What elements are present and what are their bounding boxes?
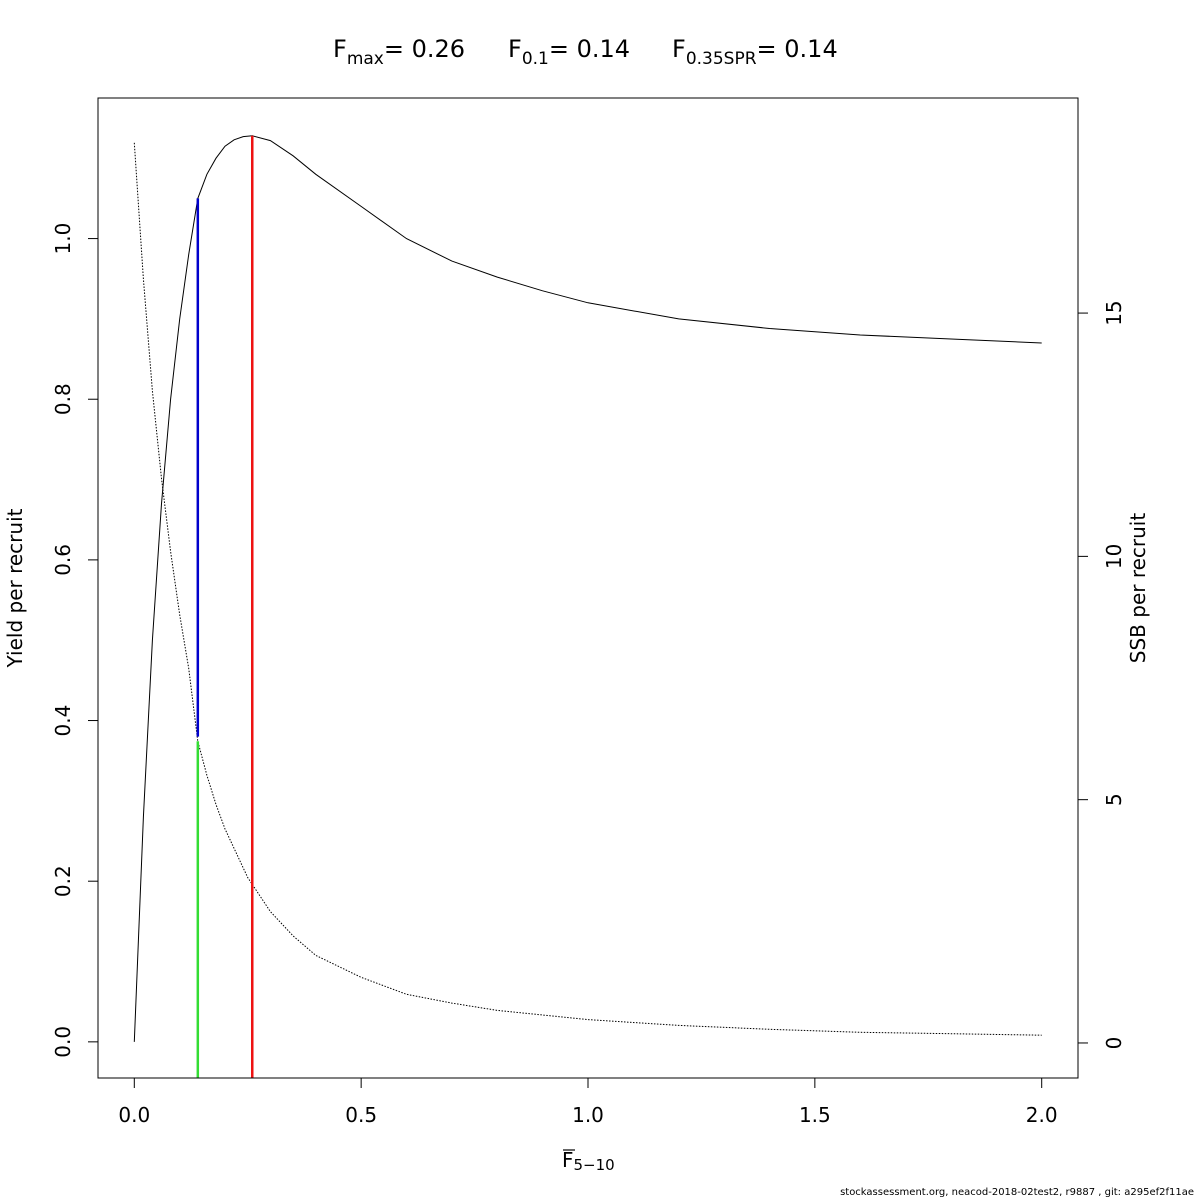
y2-axis-title: SSB per recruit xyxy=(1126,513,1150,664)
series-layer xyxy=(133,135,1042,1042)
x-axis-title-main: F xyxy=(562,1148,574,1172)
y-tick-label: 0.0 xyxy=(51,1026,75,1058)
x-tick-label: 1.5 xyxy=(799,1103,831,1127)
x-tick-label: 2.0 xyxy=(1026,1103,1058,1127)
y2-tick-label: 0 xyxy=(1102,1037,1126,1050)
y2-tick-label: 5 xyxy=(1102,793,1126,806)
ssb-per-recruit-line xyxy=(133,142,1042,1036)
y-tick-label: 0.8 xyxy=(51,383,75,415)
title-fmax: Fmax= 0.26 xyxy=(333,35,465,69)
y-tick-label: 0.4 xyxy=(51,705,75,737)
plot-frame xyxy=(97,97,1079,1079)
footer-credit: stockassessment.org, neacod-2018-02test2… xyxy=(840,1187,1194,1198)
x-axis-title-sub: 5−10 xyxy=(574,1156,615,1174)
title-fspr: F0.35SPR= 0.14 xyxy=(672,35,838,69)
y-axis-left: 0.0 0.2 0.4 0.6 0.8 1.0 xyxy=(51,223,99,1058)
y-tick-label: 0.2 xyxy=(51,865,75,897)
reference-lines xyxy=(196,135,254,1078)
y-axis-right: 0 5 10 15 xyxy=(1077,300,1126,1050)
chart-title: Fmax= 0.26 F0.1= 0.14 F0.35SPR= 0.14 xyxy=(333,35,838,69)
y-tick-label: 1.0 xyxy=(51,223,75,255)
svg-text:F5−10: F5−10 xyxy=(562,1148,615,1174)
yield-per-recruit-line xyxy=(133,135,1042,1042)
title-f01: F0.1= 0.14 xyxy=(508,35,630,69)
x-tick-label: 0.0 xyxy=(118,1103,150,1127)
x-tick-label: 0.5 xyxy=(345,1103,377,1127)
x-tick-label: 1.0 xyxy=(572,1103,604,1127)
y2-tick-label: 15 xyxy=(1102,300,1126,325)
x-axis-title: F5−10 xyxy=(562,1148,615,1174)
y-axis-title: Yield per recruit xyxy=(3,508,27,668)
y2-tick-label: 10 xyxy=(1102,544,1126,569)
y-tick-label: 0.6 xyxy=(51,544,75,576)
x-axis: 0.0 0.5 1.0 1.5 2.0 xyxy=(118,1077,1058,1127)
